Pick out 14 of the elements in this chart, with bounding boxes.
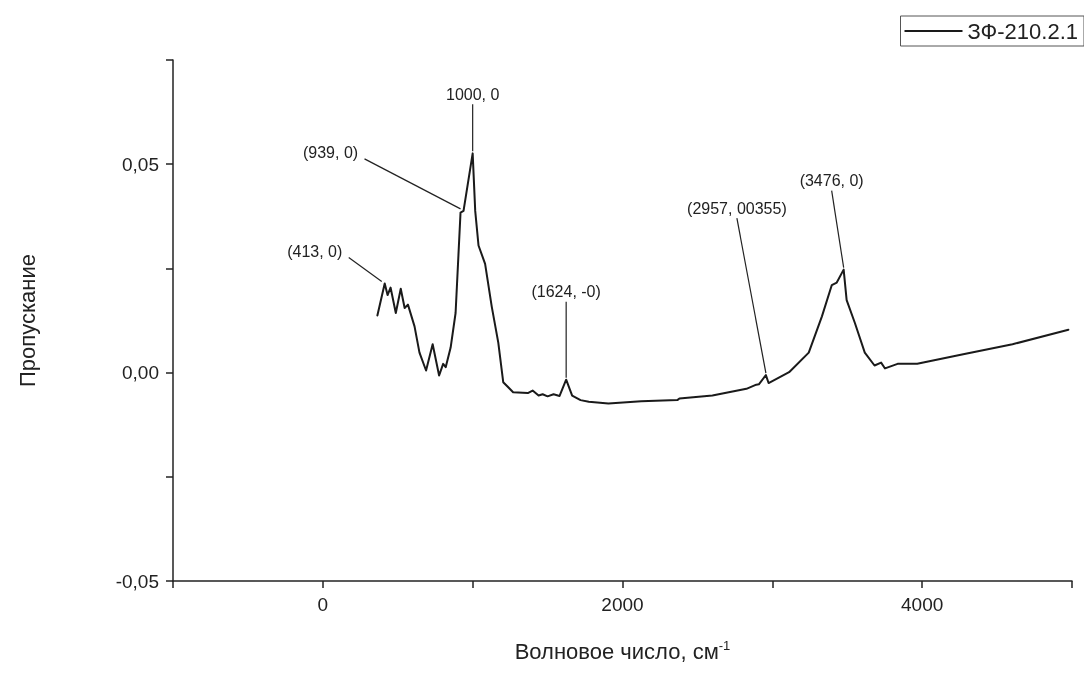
x-tick-label: 2000 <box>601 594 644 615</box>
legend-label: ЗФ-210.2.1 <box>967 18 1079 44</box>
x-tick-label: 0 <box>317 594 329 615</box>
annotation: (939, 0) <box>302 144 359 162</box>
x-tick-label: 4000 <box>901 594 944 615</box>
y-tick-label: 0,05 <box>122 153 159 175</box>
y-tick-label: 0,00 <box>122 362 159 384</box>
annotation: (3476, 0) <box>799 172 864 190</box>
y-axis-title: Пропускание <box>14 254 40 387</box>
annotation: (413, 0) <box>287 242 343 260</box>
y-tick-label: -0,05 <box>115 570 159 592</box>
annotation: (2957, 00355) <box>687 199 787 217</box>
annotation: (1624, -0) <box>531 283 601 301</box>
annotation: 1000, 0 <box>445 85 500 103</box>
